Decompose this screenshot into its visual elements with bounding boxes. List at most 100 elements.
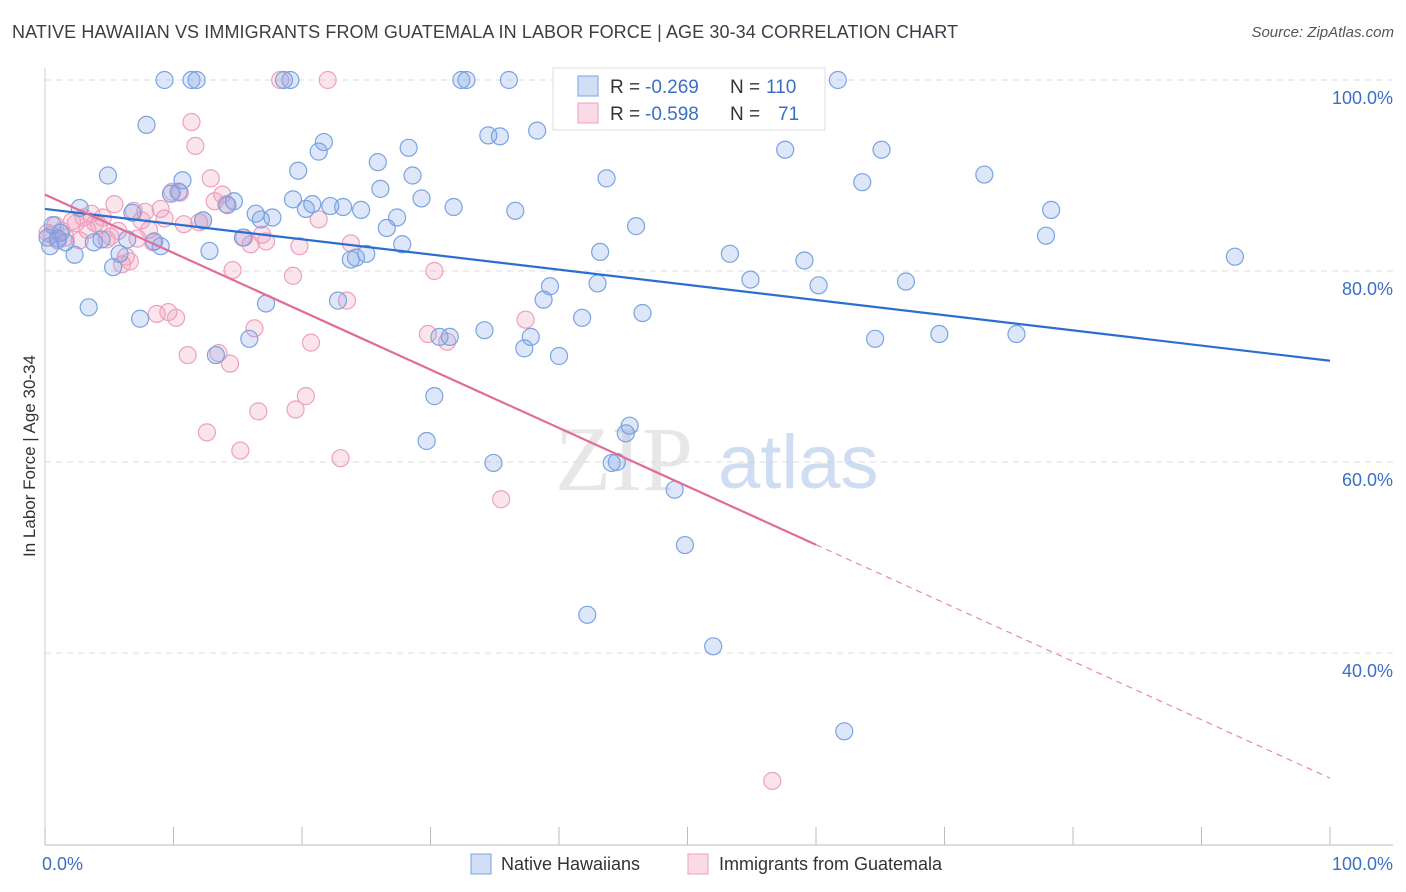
native-hawaiian-point [521, 327, 540, 346]
legend-n-value-1: 110 [766, 77, 796, 98]
native-hawaiian-point [675, 535, 695, 555]
native-hawaiian-point [79, 298, 98, 317]
trend-line-guatemala [44, 193, 817, 546]
guatemala-point [271, 70, 290, 90]
native-hawaiian-point [425, 387, 444, 406]
native-hawaiian-point [130, 309, 150, 328]
native-hawaiian-point [251, 210, 270, 229]
native-hawaiian-point [704, 637, 723, 656]
native-hawaiian-point [588, 274, 607, 293]
native-hawaiian-point [484, 453, 503, 473]
native-hawaiian-point [352, 200, 371, 219]
native-hawaiian-point [457, 70, 476, 90]
native-hawaiian-point [444, 197, 463, 217]
guatemala-point [256, 232, 276, 251]
native-hawaiian-point [578, 605, 597, 624]
native-hawaiian-point [499, 70, 518, 90]
native-hawaiian-point [597, 169, 616, 188]
bottom-legend-swatch-blue [470, 853, 492, 875]
trend-line-native-hawaiians [44, 207, 1331, 362]
guatemala-point [182, 112, 201, 132]
guatemala-point [151, 199, 170, 219]
native-hawaiian-point [828, 70, 847, 90]
guatemala-point [763, 771, 782, 791]
native-hawaiian-point [321, 196, 340, 216]
bottom-legend-swatch-pink [687, 853, 709, 875]
guatemala-point [186, 136, 205, 155]
native-hawaiian-point [475, 321, 494, 340]
guatemala-point [516, 310, 535, 329]
native-hawaiian-point [56, 233, 75, 252]
source-label: Source: ZipAtlas.com [1251, 24, 1394, 41]
y-tick-label-100: 100.0% [1332, 88, 1393, 108]
native-hawaiian-point [835, 722, 854, 741]
native-hawaiian-point [123, 203, 142, 222]
native-hawaiian-point [65, 245, 84, 264]
native-hawaiian-point [776, 140, 795, 159]
guatemala-point [213, 185, 232, 204]
guatemala-point [418, 324, 438, 344]
guatemala-point [492, 490, 511, 509]
native-hawaiian-point [92, 230, 111, 249]
native-hawaiian-point [224, 192, 243, 211]
series-native-hawaiians [38, 70, 1245, 741]
native-hawaiian-point [346, 248, 366, 267]
y-tick-label-40: 40.0% [1342, 661, 1393, 681]
native-hawaiian-point [387, 208, 407, 227]
native-hawaiian-point [274, 70, 294, 90]
bottom-legend-label-pink: Immigrants from Guatemala [719, 854, 943, 874]
guatemala-point [105, 195, 124, 214]
guatemala-point [296, 387, 315, 406]
legend-r-label-1: R = [610, 77, 640, 98]
guatemala-point [209, 344, 228, 363]
native-hawaiian-point [371, 179, 390, 198]
native-hawaiian-point [720, 244, 740, 263]
native-hawaiian-point [809, 276, 828, 295]
guatemala-point [286, 400, 305, 419]
native-hawaiian-point [303, 195, 322, 214]
axes [44, 68, 1393, 846]
native-hawaiian-point [357, 244, 376, 263]
x-tick-labels: 0.0% 100.0% [42, 854, 1393, 874]
guatemala-point [166, 308, 186, 327]
guatemala-point [231, 441, 250, 460]
native-hawaiian-point [41, 237, 60, 256]
legend-r-value-2: -0.598 [645, 104, 699, 125]
legend-n-value-2: 71 [778, 104, 799, 125]
x-tick-label-100: 100.0% [1332, 854, 1393, 874]
native-hawaiian-point [866, 329, 885, 348]
native-hawaiian-point [206, 345, 226, 365]
native-hawaiian-point [452, 70, 471, 90]
native-hawaiian-point [1225, 247, 1245, 266]
native-hawaiian-point [393, 235, 412, 254]
native-hawaiian-point [110, 244, 129, 263]
native-hawaiian-point [169, 182, 188, 201]
native-hawaiian-point [281, 70, 300, 90]
guatemala-point [309, 210, 328, 229]
legend-n-label-1: N = [730, 77, 760, 98]
native-hawaiian-point [620, 416, 639, 435]
series-legend: Native Hawaiians Immigrants from Guatema… [470, 853, 943, 875]
bottom-legend-label-blue: Native Hawaiians [501, 854, 640, 874]
native-hawaiian-point [626, 217, 646, 236]
native-hawaiian-point [633, 303, 652, 323]
native-hawaiian-point [368, 153, 387, 172]
guatemala-point [290, 237, 309, 256]
guatemala-point [120, 252, 139, 271]
trend-line-extension-guatemala [815, 544, 1331, 779]
guatemala-point [197, 423, 217, 442]
guatemala-point [147, 304, 166, 324]
native-hawaiian-point [975, 165, 994, 184]
native-hawaiian-point [506, 201, 525, 220]
native-hawaiian-point [896, 272, 916, 291]
native-hawaiian-point [741, 270, 760, 289]
native-hawaiian-point [1036, 226, 1056, 245]
native-hawaiian-point [187, 70, 206, 90]
native-hawaiian-point [328, 291, 348, 310]
y-axis-title: In Labor Force | Age 30-34 [20, 355, 39, 557]
y-tick-labels: 40.0% 60.0% 80.0% 100.0% [1332, 88, 1393, 681]
legend-swatch-pink [577, 102, 599, 124]
x-tick-label-0: 0.0% [42, 854, 83, 874]
native-hawaiian-point [795, 251, 814, 270]
guatemala-point [201, 169, 220, 188]
